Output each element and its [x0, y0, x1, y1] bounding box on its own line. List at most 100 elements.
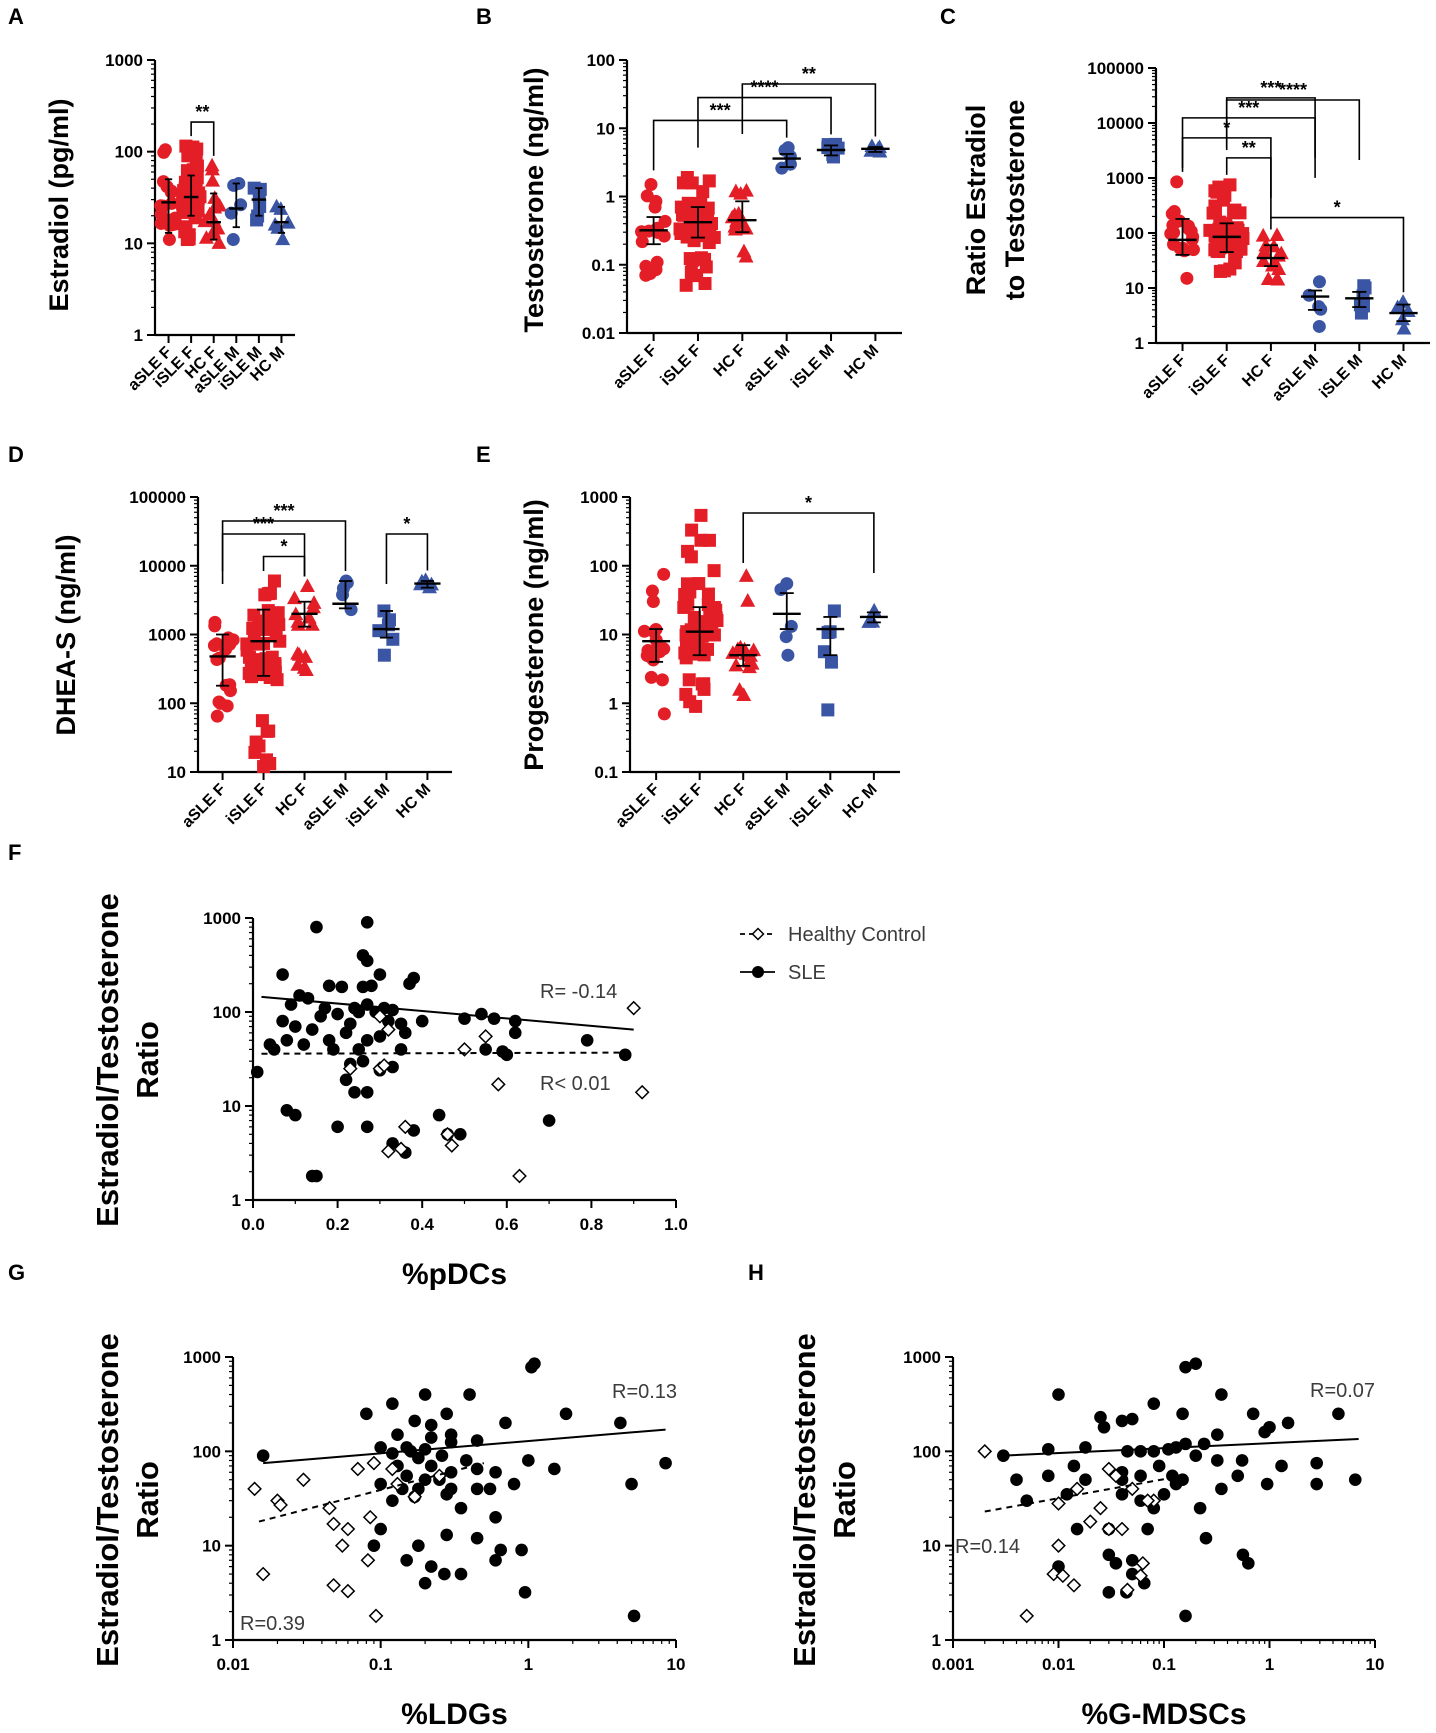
- data-point-healthy-control: [376, 1058, 392, 1073]
- x-tick-label: aSLE F: [610, 342, 661, 393]
- data-point: [644, 670, 658, 684]
- significance-bracket: [741, 83, 877, 137]
- data-point-sle: [1210, 1454, 1224, 1467]
- data-point-healthy-control: [255, 1566, 271, 1582]
- y-tick-label: 10: [922, 1537, 941, 1556]
- legend: Healthy Control SLE: [740, 924, 926, 984]
- data-point: [223, 684, 237, 698]
- data-point-sle: [374, 1522, 387, 1536]
- data-point-sle: [1210, 1428, 1224, 1442]
- data-point-sle: [1079, 1473, 1092, 1487]
- data-point-sle: [1141, 1522, 1154, 1536]
- y-axis-label: Progesterone (ng/ml): [519, 499, 549, 771]
- data-point-sle: [489, 1553, 502, 1567]
- data-point: [657, 229, 671, 243]
- data-point: [702, 236, 716, 250]
- panel-h: H 1 10 100 1000 Estradiol/Testosterone Ratio 0.…: [748, 1260, 1384, 1731]
- data-point-sle: [305, 1023, 319, 1036]
- y-axis-label-line2: Ratio: [130, 1021, 165, 1099]
- data-point: [701, 642, 715, 656]
- data-point-healthy-control: [1066, 1577, 1082, 1593]
- data-point-sle: [305, 1169, 319, 1183]
- data-point: [162, 233, 176, 247]
- data-point-sle: [1169, 1477, 1183, 1491]
- x-tick-label: aSLE M: [741, 781, 794, 834]
- data-point-sle: [489, 1465, 502, 1479]
- significance-label: ***: [253, 514, 274, 534]
- data-point: [260, 724, 274, 738]
- significance-label: ****: [1279, 80, 1307, 100]
- data-point-sle: [1176, 1407, 1189, 1421]
- data-point: [1228, 252, 1242, 266]
- data-point-sle: [365, 979, 378, 993]
- y-tick-label: 0.1: [591, 256, 615, 275]
- y-tick-label: 10000: [1097, 114, 1144, 133]
- significance-label: ***: [274, 501, 295, 521]
- x-tick-label: 0.01: [1042, 1655, 1075, 1674]
- x-tick-label: iSLE F: [1186, 352, 1233, 399]
- data-point-healthy-control: [390, 1476, 405, 1492]
- data-point-sle: [1260, 1477, 1274, 1491]
- data-point-sle: [1310, 1456, 1323, 1470]
- data-point-sle: [614, 1416, 627, 1430]
- data-point-sle: [1332, 1407, 1345, 1421]
- data-point: [781, 648, 795, 662]
- data-point-sle: [559, 1407, 573, 1421]
- data-point: [269, 628, 283, 642]
- data-point-sle: [499, 1416, 512, 1430]
- data-point-sle: [280, 1033, 294, 1047]
- y-tick-label: 1000: [105, 51, 143, 70]
- data-point: [698, 252, 712, 266]
- data-point: [1170, 175, 1184, 189]
- data-point-sle: [522, 1454, 535, 1467]
- data-point-sle: [335, 980, 349, 994]
- data-point-healthy-control: [247, 1481, 262, 1497]
- x-tick-label: aSLE F: [179, 781, 230, 832]
- significance-bracket: [697, 96, 832, 148]
- x-tick-label: iSLE M: [788, 342, 838, 392]
- data-point: [682, 673, 696, 687]
- data-point-sle: [1134, 1445, 1147, 1458]
- data-point-sle: [627, 1609, 641, 1623]
- data-point: [732, 682, 748, 696]
- regression-line: [1003, 1438, 1359, 1457]
- data-point-healthy-control: [751, 927, 765, 941]
- y-tick-label: 0.01: [582, 324, 615, 343]
- y-tick-label: 10: [1125, 279, 1144, 298]
- x-tick-label: 10: [1366, 1655, 1385, 1674]
- significance-label: **: [195, 102, 209, 122]
- data-point-healthy-control: [977, 1443, 993, 1459]
- y-tick-label: 1000: [580, 488, 618, 507]
- series-healthy-control: [247, 1455, 485, 1624]
- data-point-sle: [1041, 1469, 1055, 1483]
- data-point: [240, 643, 254, 657]
- data-point-sle: [1079, 1441, 1092, 1454]
- data-point: [212, 197, 228, 212]
- x-axis-label: %G-MDSCs: [1081, 1698, 1246, 1731]
- data-point-sle: [459, 1454, 473, 1467]
- y-tick-label: 10: [596, 119, 615, 138]
- data-point-sle: [412, 1539, 425, 1552]
- data-point-healthy-control: [1082, 1514, 1098, 1529]
- y-axis-label: Testosterone (ng/ml): [519, 67, 549, 332]
- data-point-sle: [487, 1012, 501, 1025]
- data-point-healthy-control: [384, 1461, 400, 1477]
- data-point-healthy-control: [273, 1497, 288, 1513]
- data-point-sle: [483, 1482, 497, 1496]
- data-point: [1166, 218, 1180, 232]
- data-point: [655, 673, 669, 687]
- data-point-healthy-control: [1133, 1568, 1148, 1584]
- data-point-sle: [1179, 1360, 1192, 1374]
- data-point-sle: [301, 991, 315, 1005]
- x-tick-label: HC M: [393, 781, 434, 822]
- data-point-sle: [444, 1435, 458, 1449]
- data-point-healthy-control: [626, 1000, 642, 1016]
- data-point-healthy-control: [1135, 1555, 1151, 1571]
- y-tick-label: 1000: [1106, 169, 1144, 188]
- x-tick-label: 0.8: [580, 1215, 604, 1234]
- regression-line: [261, 1051, 634, 1055]
- x-tick-label: aSLE F: [613, 781, 664, 832]
- data-point-sle: [440, 1488, 453, 1501]
- data-point: [694, 533, 708, 547]
- data-point-sle: [322, 979, 336, 993]
